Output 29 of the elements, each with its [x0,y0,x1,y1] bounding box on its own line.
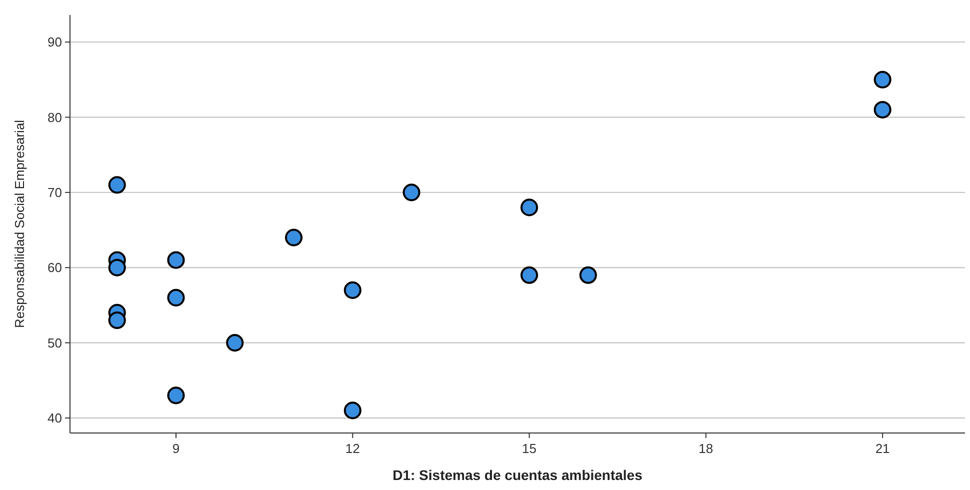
point [167,386,185,404]
point [284,228,303,246]
point [108,176,126,194]
y-tick-label: 40 [48,410,62,426]
point [108,258,126,276]
y-tick-label: 50 [48,335,62,350]
point [167,288,185,306]
x-tick-label: 21 [875,441,890,456]
point [520,198,538,216]
x-axis-title: D1: Sistemas de cuentas ambientales [392,467,643,483]
point [402,184,420,202]
x-tick-label: 12 [345,441,360,456]
y-tick-label: 60 [48,260,62,276]
y-tick-label: 90 [48,34,62,50]
y-tick-label: 70 [48,184,62,200]
x-tick-label: 15 [522,441,537,456]
point [520,266,538,284]
y-tick-label: 80 [48,110,62,125]
point [167,251,185,269]
y-axis-title: Responsabilidad Social Empresarial [12,120,27,328]
point [226,334,244,352]
x-tick-label: 18 [698,441,714,456]
point [874,100,892,118]
point [344,281,362,299]
point [579,266,597,284]
x-tick-label: 9 [172,441,180,456]
point [344,402,362,420]
point [108,311,126,329]
point [874,70,892,88]
